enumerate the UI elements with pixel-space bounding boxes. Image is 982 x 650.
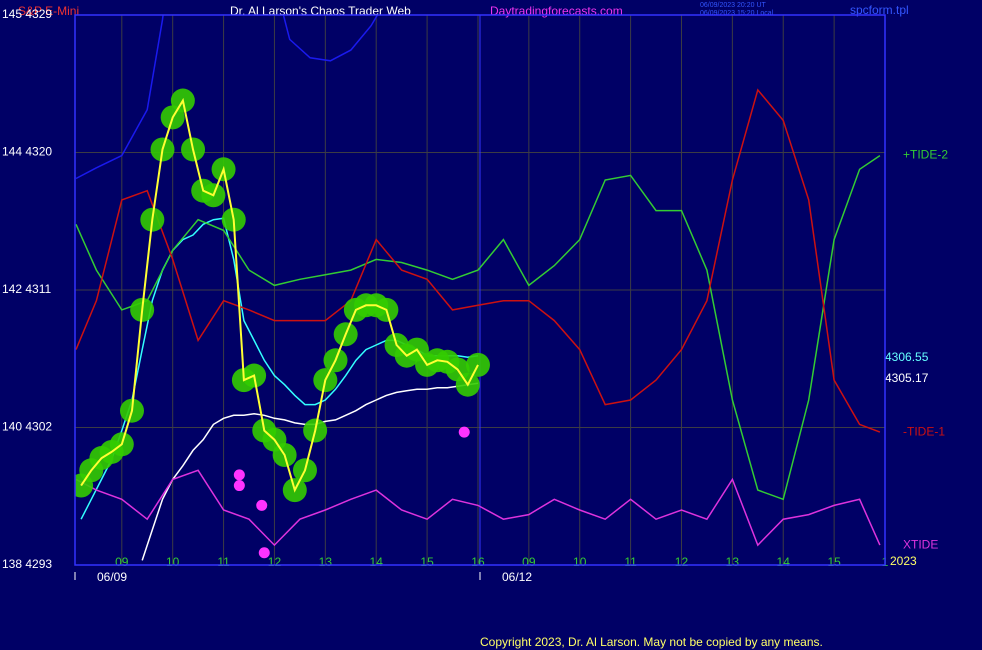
y-tick-label: 142 4311	[2, 282, 51, 296]
x-tick-label: 09	[115, 555, 129, 569]
x-tick-label: 15	[827, 555, 841, 569]
copyright: Copyright 2023, Dr. Al Larson. May not b…	[480, 635, 823, 649]
x-tick-label: 09	[522, 555, 536, 569]
series-line	[75, 469, 881, 547]
year-label: 2023	[890, 554, 917, 568]
x-tick-label: 13	[319, 555, 333, 569]
series-line	[75, 154, 881, 501]
url: Daytradingforecasts.com	[490, 4, 623, 18]
x-tick-label: 13	[726, 555, 740, 569]
value-annotation: 4305.17	[885, 371, 929, 385]
x-tick-label: 12	[675, 555, 689, 569]
x-tick-label: 15	[420, 555, 434, 569]
y-tick-label: 145 4329	[2, 7, 52, 21]
x-tick-label: 14	[370, 555, 384, 569]
x-tick-label: 10	[573, 555, 587, 569]
y-tick-label: 138 4293	[2, 557, 52, 571]
plot-border	[74, 14, 886, 566]
x-tick-label: 16	[471, 555, 485, 569]
plot-area	[75, 15, 881, 561]
x-tick-label: 11	[624, 555, 637, 569]
timestamp: 06/09/2023 15:20 Local	[700, 10, 774, 17]
pivot-dot	[233, 480, 245, 492]
value-annotation: 4306.55	[885, 350, 929, 364]
series-label: -TIDE-1	[903, 424, 945, 438]
pivot-dot	[458, 426, 470, 438]
site-title: Dr. Al Larson's Chaos Trader Web	[230, 4, 411, 18]
x-tick-label: 11	[217, 555, 230, 569]
x-tick-label: 10	[166, 555, 180, 569]
template-name: spcform.tpl	[850, 3, 909, 17]
pivot-dot	[233, 469, 245, 481]
instrument: S&P E-Mini	[18, 4, 79, 18]
series-label: +TIDE-2	[903, 148, 948, 162]
pivot-dot	[258, 547, 270, 559]
date-label: 06/09	[97, 570, 127, 584]
x-tick-label: 14	[777, 555, 791, 569]
series-label: XTIDE	[903, 537, 938, 551]
date-label: 06/12	[502, 570, 532, 584]
y-tick-label: 140 4302	[2, 420, 52, 434]
y-tick-label: 144 4320	[2, 145, 52, 159]
glow-marker	[465, 352, 490, 377]
series-line	[75, 15, 379, 180]
timestamp: 06/09/2023 20:20 UT	[700, 2, 766, 9]
series-line	[80, 97, 479, 493]
x-tick-label: 12	[268, 555, 282, 569]
series-line	[75, 88, 881, 433]
pivot-dot	[256, 499, 268, 511]
